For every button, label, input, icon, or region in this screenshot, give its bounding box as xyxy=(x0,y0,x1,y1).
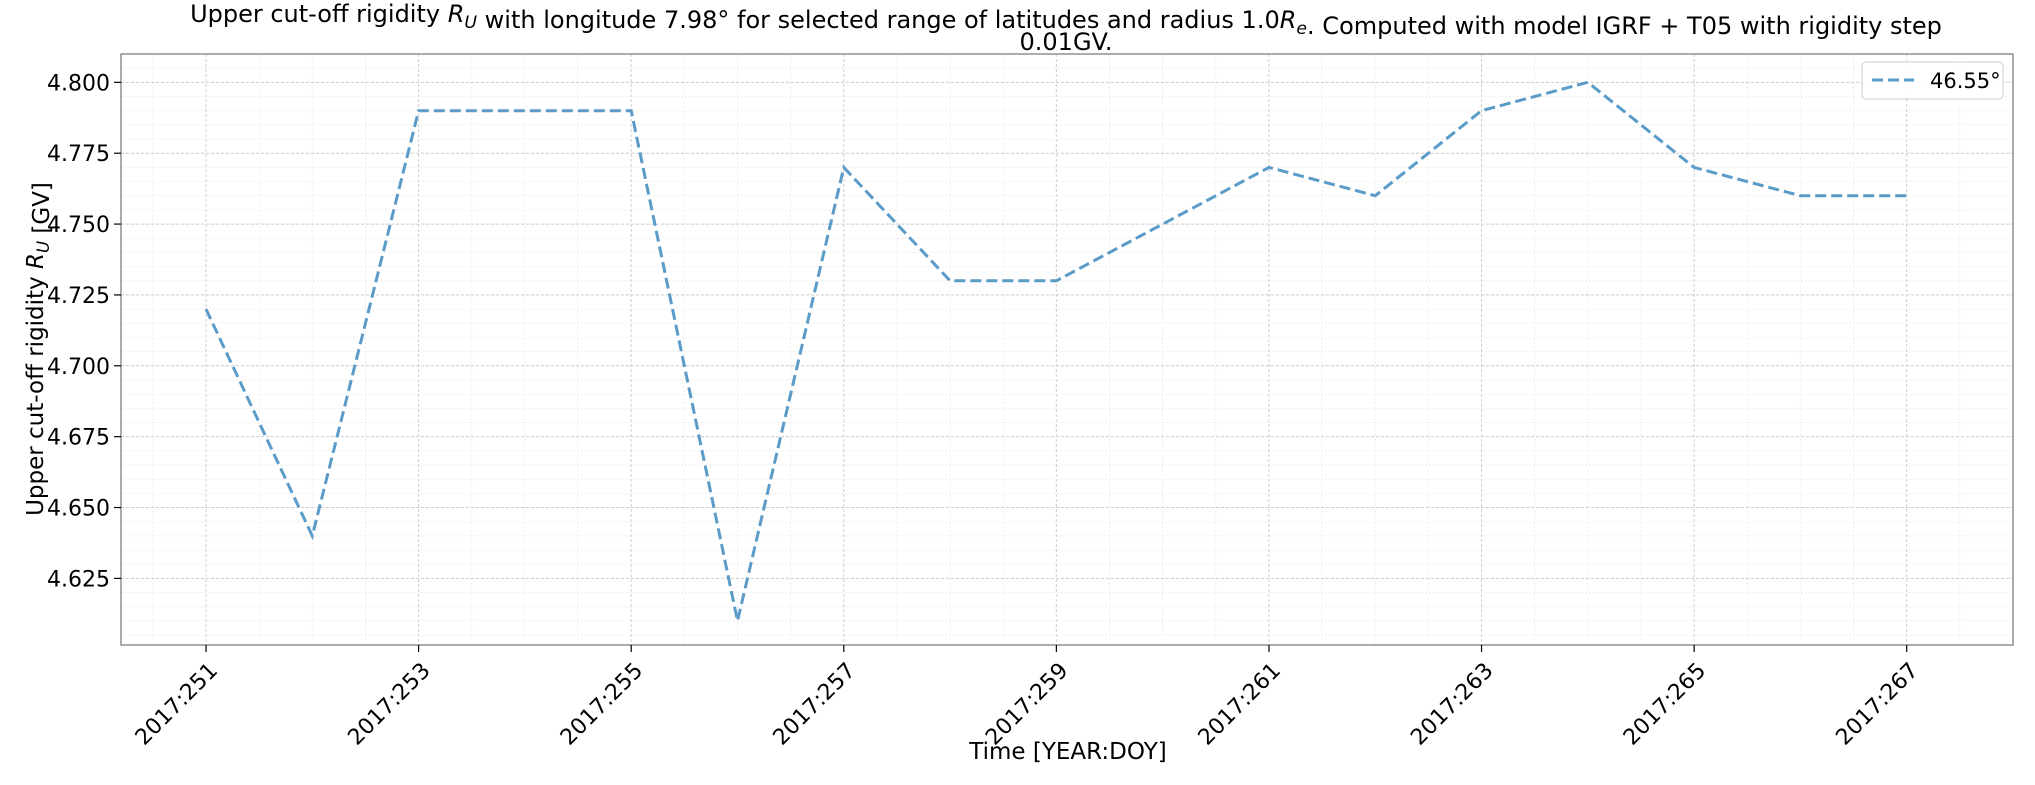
plot-frame xyxy=(120,53,2014,646)
legend-label: 46.55° xyxy=(1930,69,2001,93)
x-axis-label: Time [YEAR:DOY] xyxy=(968,739,1167,765)
y-tick-label: 4.700 xyxy=(47,355,110,380)
x-tick-label: 2017:259 xyxy=(981,658,1073,750)
y-tick-label: 4.725 xyxy=(47,284,110,309)
y-tick-label: 4.625 xyxy=(47,567,110,592)
x-axis-ticks: 2017:251 2017:253 2017:255 2017:257 2017:259… xyxy=(131,645,1924,751)
y-tick-label: 4.650 xyxy=(47,497,110,522)
x-tick-label: 2017:265 xyxy=(1619,658,1711,750)
legend: 46.55° xyxy=(1861,61,2004,100)
x-tick-label: 2017:257 xyxy=(769,658,861,750)
y-axis-ticks: 4.625 4.650 4.675 4.700 4.725 4.750 4.775 4.800 xyxy=(47,71,121,592)
x-tick-label: 2017:253 xyxy=(343,658,435,750)
minor-grid xyxy=(121,53,2013,645)
y-tick-label: 4.800 xyxy=(47,71,110,96)
y-tick-label: 4.675 xyxy=(47,426,110,451)
chart-title-line2: 0.01GV. xyxy=(1020,28,1113,56)
y-tick-label: 4.775 xyxy=(47,142,110,167)
series-line-0 xyxy=(204,80,1907,622)
x-tick-label: 2017:261 xyxy=(1194,658,1286,750)
legend-box xyxy=(1861,61,2004,100)
x-tick-label: 2017:251 xyxy=(131,658,223,750)
chart-title-line1: Upper cut-off rigidity RU with longitude… xyxy=(190,0,1942,40)
x-tick-label: 2017:267 xyxy=(1831,658,1923,750)
series-layer xyxy=(204,80,1907,622)
x-tick-label: 2017:263 xyxy=(1406,658,1498,750)
x-tick-label: 2017:255 xyxy=(556,658,648,750)
y-tick-label: 4.750 xyxy=(47,213,110,238)
y-axis-label: Upper cut-off rigidity RU [GV] xyxy=(23,182,55,516)
major-grid xyxy=(121,54,2013,645)
